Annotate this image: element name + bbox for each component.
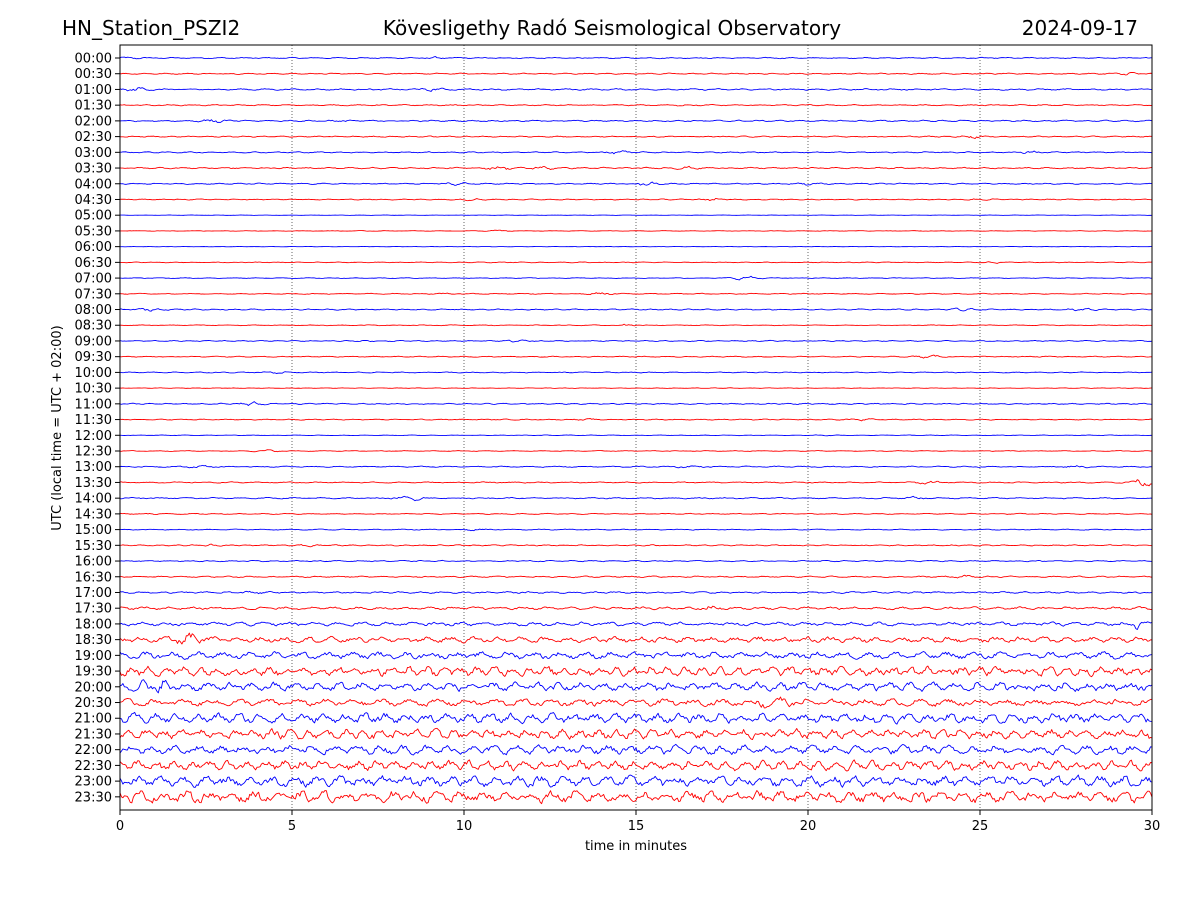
y-axis-label: UTC (local time = UTC + 02:00) [50, 325, 65, 530]
x-tick-label: 10 [456, 819, 473, 834]
y-tick-label: 01:00 [75, 83, 112, 98]
y-tick-label: 19:00 [75, 649, 112, 664]
y-tick-label: 07:30 [75, 287, 112, 302]
y-tick-label: 06:30 [75, 256, 112, 271]
y-tick-label: 18:30 [75, 633, 112, 648]
y-tick-label: 17:00 [75, 586, 112, 601]
y-tick-label: 05:00 [75, 209, 112, 224]
y-tick-label: 04:00 [75, 177, 112, 192]
y-tick-label: 05:30 [75, 224, 112, 239]
x-tick-label: 30 [1144, 819, 1161, 834]
y-tick-label: 09:00 [75, 334, 112, 349]
y-tick-label: 07:00 [75, 272, 112, 287]
y-tick-label: 21:30 [75, 727, 112, 742]
y-tick-label: 12:30 [75, 445, 112, 460]
y-tick-label: 20:30 [75, 696, 112, 711]
x-tick-label: 0 [116, 819, 124, 834]
y-tick-label: 11:00 [75, 397, 112, 412]
y-tick-label: 02:00 [75, 114, 112, 129]
y-tick-label: 00:30 [75, 67, 112, 82]
y-tick-label: 12:00 [75, 429, 112, 444]
y-tick-label: 14:00 [75, 492, 112, 507]
x-tick-label: 20 [800, 819, 817, 834]
y-tick-label: 19:30 [75, 665, 112, 680]
y-tick-label: 11:30 [75, 413, 112, 428]
y-tick-label: 13:30 [75, 476, 112, 491]
y-tick-label: 21:00 [75, 712, 112, 727]
y-tick-label: 22:00 [75, 743, 112, 758]
y-tick-label: 08:00 [75, 303, 112, 318]
x-tick-label: 5 [288, 819, 296, 834]
y-tick-label: 03:30 [75, 162, 112, 177]
x-axis-label: time in minutes [585, 839, 687, 854]
y-tick-label: 10:00 [75, 366, 112, 381]
y-tick-label: 16:00 [75, 555, 112, 570]
y-tick-label: 00:00 [75, 52, 112, 67]
y-tick-label: 06:00 [75, 240, 112, 255]
y-tick-label: 22:30 [75, 759, 112, 774]
y-tick-label: 03:00 [75, 146, 112, 161]
y-tick-label: 15:30 [75, 539, 112, 554]
y-tick-label: 23:30 [75, 790, 112, 805]
plot-date: 2024-09-17 [1022, 16, 1138, 40]
y-tick-label: 13:00 [75, 460, 112, 475]
x-tick-label: 15 [628, 819, 645, 834]
observatory-title: Kövesligethy Radó Seismological Observat… [383, 16, 841, 40]
y-tick-label: 16:30 [75, 570, 112, 585]
y-tick-label: 17:30 [75, 602, 112, 617]
y-tick-label: 04:30 [75, 193, 112, 208]
y-tick-label: 10:30 [75, 382, 112, 397]
y-tick-label: 14:30 [75, 507, 112, 522]
y-tick-label: 02:30 [75, 130, 112, 145]
y-tick-label: 08:30 [75, 319, 112, 334]
y-tick-label: 09:30 [75, 350, 112, 365]
y-tick-label: 01:30 [75, 99, 112, 114]
station-name: HN_Station_PSZI2 [62, 16, 240, 40]
y-tick-label: 15:00 [75, 523, 112, 538]
trace-1030 [120, 388, 1152, 389]
x-tick-label: 25 [972, 819, 989, 834]
y-tick-label: 20:00 [75, 680, 112, 695]
y-tick-label: 18:00 [75, 617, 112, 632]
y-tick-label: 23:00 [75, 775, 112, 790]
